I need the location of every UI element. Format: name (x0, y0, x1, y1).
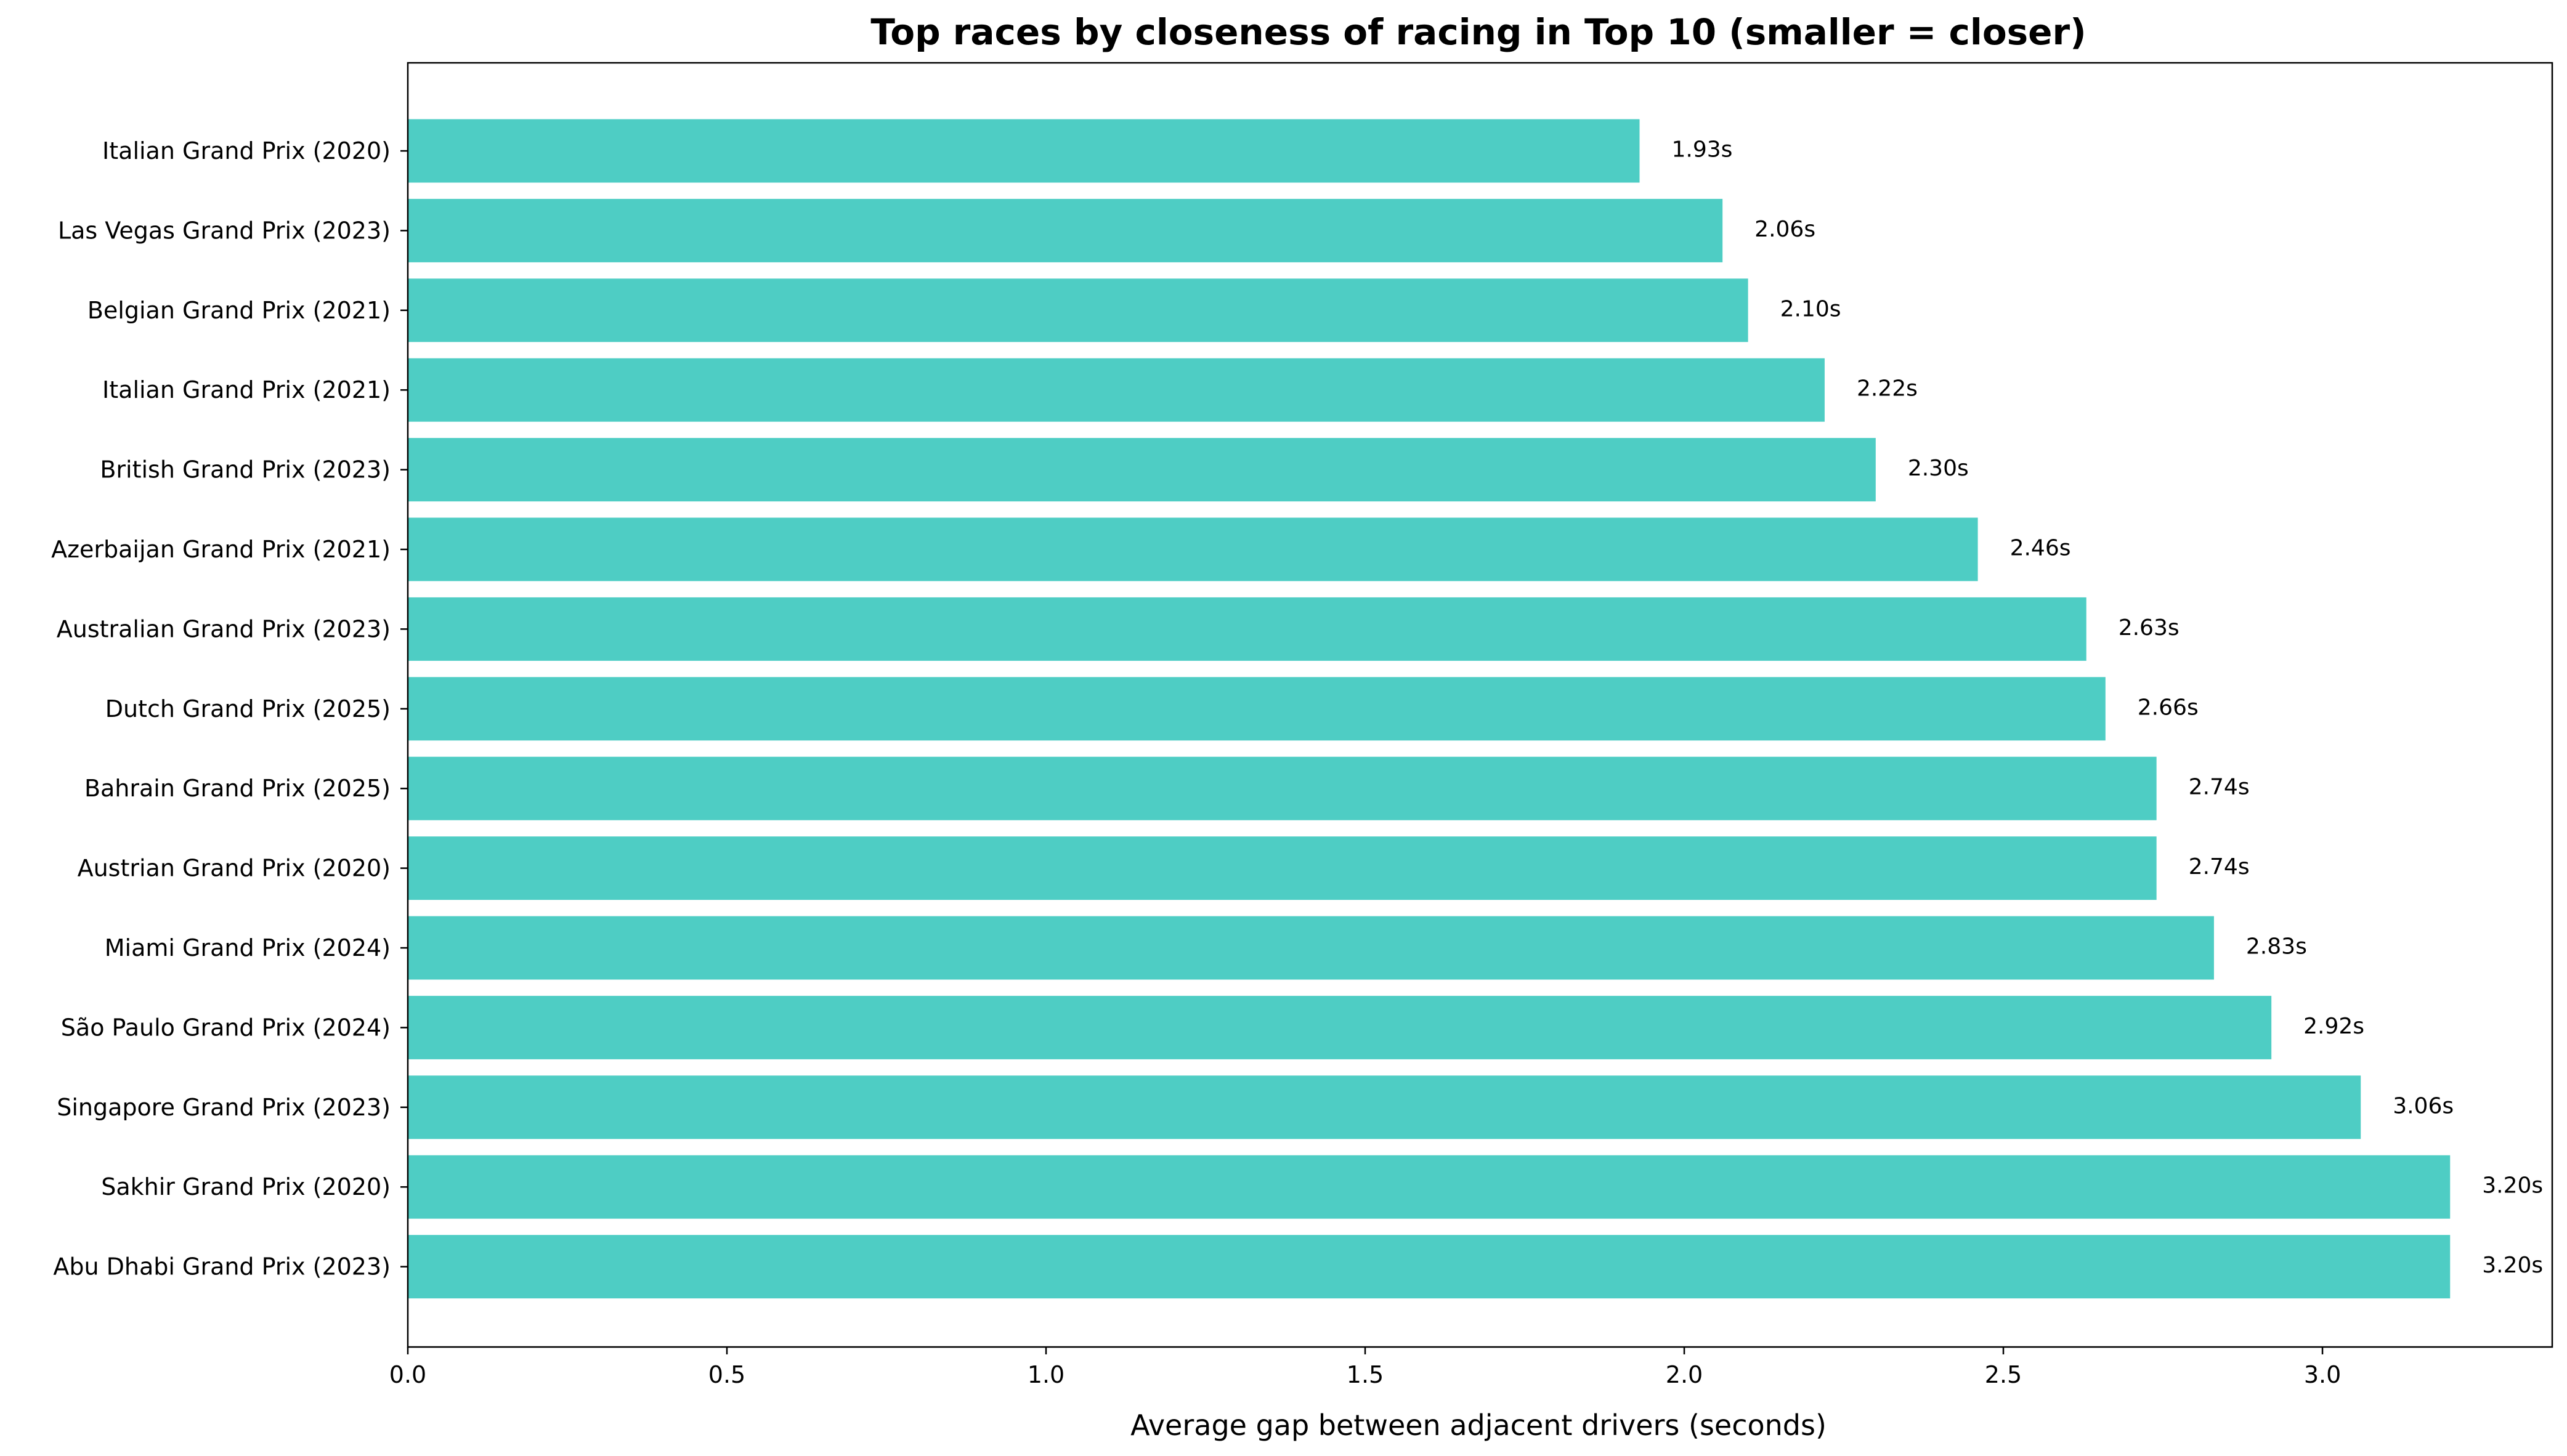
bar (408, 358, 1825, 422)
value-label: 2.10s (1780, 296, 1841, 322)
chart-title: Top races by closeness of racing in Top … (870, 11, 2086, 53)
y-tick-label: Sakhir Grand Prix (2020) (101, 1173, 391, 1200)
value-label: 2.66s (2138, 695, 2199, 720)
y-tick-label: Italian Grand Prix (2021) (102, 376, 391, 403)
y-tick-label: Bahrain Grand Prix (2025) (84, 775, 391, 802)
bar (408, 916, 2214, 980)
bar (408, 1075, 2361, 1139)
value-label: 2.22s (1857, 376, 1918, 402)
bar (408, 1155, 2451, 1219)
bar (408, 198, 1723, 262)
value-label: 2.30s (1908, 456, 1969, 481)
x-axis-label: Average gap between adjacent drivers (se… (1130, 1409, 1827, 1442)
bar (408, 756, 2157, 820)
y-tick-labels: Italian Grand Prix (2020) Las Vegas Grand… (51, 137, 408, 1280)
bar (408, 836, 2157, 900)
y-tick-label: Abu Dhabi Grand Prix (2023) (53, 1253, 391, 1280)
x-tick-label: 1.5 (1347, 1361, 1384, 1388)
bar (408, 597, 2086, 661)
value-label: 1.93s (1672, 137, 1733, 163)
y-tick-label: Belgian Grand Prix (2021) (87, 297, 391, 324)
bar (408, 995, 2272, 1059)
value-label: 2.46s (2010, 536, 2071, 561)
value-labels: 1.93s 2.06s 2.10s 2.22s 2.30s 2.46s 2.63s 2.66s… (1672, 137, 2544, 1279)
bar (408, 517, 1978, 581)
y-tick-label: Dutch Grand Prix (2025) (105, 695, 391, 722)
x-tick-label: 0.5 (708, 1361, 745, 1388)
value-label: 2.92s (2303, 1014, 2364, 1039)
plot-frame (407, 62, 2553, 1348)
bars-group (408, 119, 2451, 1299)
value-label: 3.20s (2482, 1173, 2543, 1199)
x-tick-label: 0.0 (389, 1361, 426, 1388)
x-tick-label: 2.0 (1666, 1361, 1703, 1388)
bar (408, 119, 1640, 183)
bar (408, 438, 1876, 502)
value-label: 2.74s (2189, 775, 2250, 800)
value-label: 2.74s (2189, 854, 2250, 880)
y-tick-label: Singapore Grand Prix (2023) (57, 1094, 391, 1121)
value-label: 2.83s (2246, 934, 2307, 960)
value-label: 2.63s (2119, 615, 2180, 641)
y-tick-label: Austrian Grand Prix (2020) (78, 855, 391, 882)
y-tick-label: British Grand Prix (2023) (100, 456, 391, 483)
bar (408, 677, 2106, 741)
bar (408, 1235, 2451, 1299)
x-tick-label: 2.5 (1985, 1361, 2022, 1388)
y-tick-label: Miami Grand Prix (2024) (105, 934, 391, 961)
value-label: 3.20s (2482, 1253, 2543, 1278)
value-label: 2.06s (1754, 217, 1815, 242)
y-tick-label: Australian Grand Prix (2023) (57, 615, 391, 642)
y-tick-label: Las Vegas Grand Prix (2023) (58, 217, 391, 244)
y-tick-label: Azerbaijan Grand Prix (2021) (51, 536, 391, 563)
x-tick-label: 1.0 (1028, 1361, 1065, 1388)
y-tick-label: Italian Grand Prix (2020) (102, 137, 391, 164)
bar (408, 278, 1748, 342)
value-label: 3.06s (2393, 1093, 2454, 1118)
x-tick-label: 3.0 (2304, 1361, 2341, 1388)
y-tick-label: São Paulo Grand Prix (2024) (61, 1014, 391, 1041)
x-axis-ticks: 0.0 0.5 1.0 1.5 2.0 2.5 3.0 (389, 1347, 2341, 1388)
